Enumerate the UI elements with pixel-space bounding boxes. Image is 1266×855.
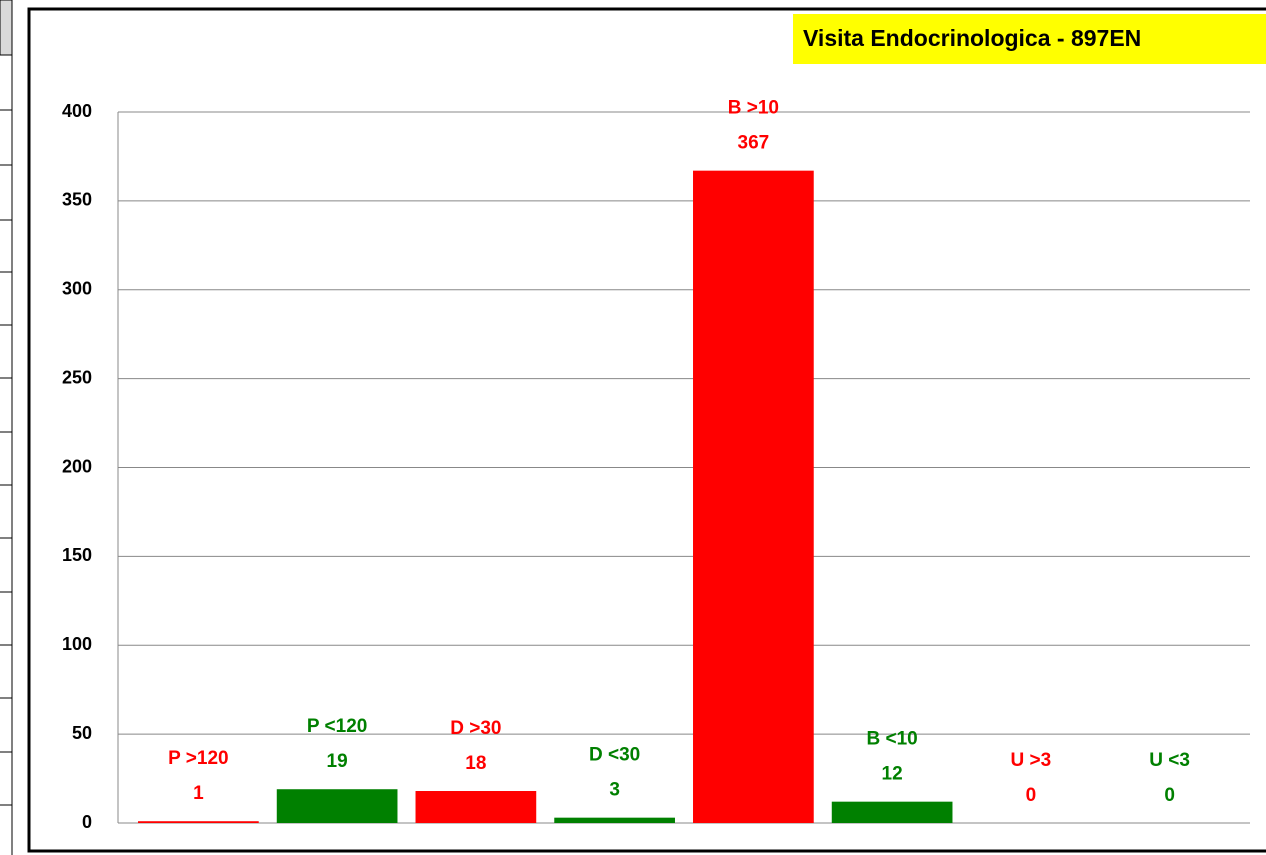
y-tick-label: 100 <box>62 634 92 654</box>
data-label: 1 <box>193 783 204 804</box>
sheet-strip <box>0 0 13 855</box>
y-tick-label: 350 <box>62 190 92 210</box>
category-label: D >30 <box>450 718 501 739</box>
y-tick-label: 400 <box>62 101 92 121</box>
data-label: 19 <box>327 751 348 772</box>
chart-frame <box>27 7 1266 853</box>
category-label: P >120 <box>168 748 228 769</box>
bar <box>693 170 814 824</box>
category-label: U >3 <box>1011 750 1052 771</box>
y-tick-label: 50 <box>72 723 92 743</box>
bar <box>276 789 398 823</box>
bar <box>554 817 675 823</box>
data-label: 12 <box>882 764 903 785</box>
bar <box>415 791 537 823</box>
y-tick-label: 200 <box>62 456 92 476</box>
y-tick-label: 300 <box>62 279 92 299</box>
title-box <box>793 14 1266 64</box>
category-label: D <30 <box>589 745 640 766</box>
data-label: 367 <box>738 133 770 154</box>
data-label: 18 <box>465 753 486 774</box>
chart-title: Visita Endocrinologica - 897EN <box>803 25 1141 51</box>
category-label: B <10 <box>867 729 918 750</box>
y-tick-label: 250 <box>62 367 92 387</box>
bar <box>831 801 953 823</box>
bar <box>138 821 259 823</box>
header-cell <box>0 0 13 56</box>
data-label: 0 <box>1026 785 1037 806</box>
y-tick-label: 0 <box>82 812 92 832</box>
data-label: 3 <box>609 780 620 801</box>
category-label: U <3 <box>1149 750 1190 771</box>
category-label: B >10 <box>728 98 779 119</box>
y-tick-label: 150 <box>62 545 92 565</box>
category-label: P <120 <box>307 716 367 737</box>
data-label: 0 <box>1164 785 1175 806</box>
